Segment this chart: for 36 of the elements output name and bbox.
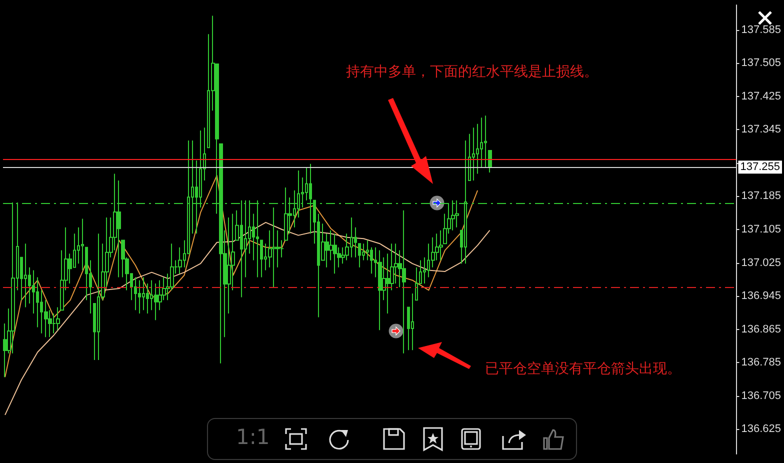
annotation: 已平仓空单没有平仓箭头出现。 [485,360,681,378]
candlestick [56,306,60,331]
candlestick [138,280,141,314]
candlestick [411,293,414,351]
y-tick-label: 137.345 [741,124,782,136]
candlestick [472,127,475,181]
y-tick-label: 137.585 [741,24,782,36]
annotation: 1:1 [236,425,270,449]
candlestick [154,283,158,321]
candlestick [260,240,263,278]
toolbar: 1:1 [207,418,577,460]
candlestick [358,243,361,268]
candlestick [333,233,337,274]
y-tick-label: 136.625 [741,423,782,436]
y-tick-label: 136.705 [741,390,782,402]
y-tick-label: 137.425 [741,90,782,102]
candlestick [378,250,382,331]
y-tick-label: 136.865 [741,323,782,336]
candlestick [402,210,406,354]
candlestick [488,150,492,174]
candlestick [24,243,27,308]
line-series [4,174,478,378]
y-tick-label: 137.505 [741,57,782,70]
candlestick [142,276,145,311]
candlestick [484,115,487,168]
candlestick [134,276,137,311]
candlestick [439,230,443,261]
annotation: 持有中多单，下面的红水平线是止损线。 [346,63,598,81]
y-tick-label: 137.185 [741,190,782,202]
y-tick-label: 136.785 [741,356,782,369]
y-tick-label: 137.025 [741,256,782,269]
y-tick-label: 136.945 [741,290,782,302]
ref-line-label: 137.255 [740,161,780,174]
y-tick-label: 137.105 [741,224,782,236]
candlestick [81,218,84,271]
candlestick [272,206,276,288]
